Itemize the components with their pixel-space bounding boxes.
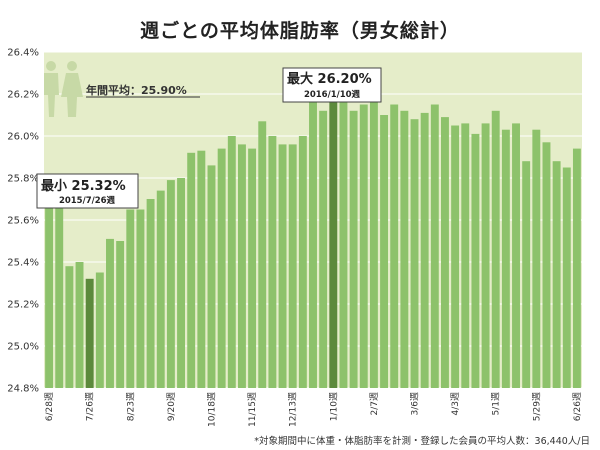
bar — [258, 121, 267, 389]
bar — [512, 123, 520, 389]
min-callout-box — [36, 173, 139, 209]
bar — [126, 209, 135, 388]
bar — [410, 119, 419, 388]
y-tick-label: 24.8% — [7, 384, 39, 395]
bar — [542, 142, 551, 388]
bar — [45, 205, 54, 388]
bar — [278, 144, 287, 388]
x-tick-label: 1/10週 — [328, 392, 339, 421]
male-female-people-icon — [44, 61, 83, 117]
x-tick-label: 4/3週 — [450, 392, 461, 416]
x-tick-label: 8/23週 — [125, 392, 136, 421]
bar — [248, 148, 257, 388]
bar — [187, 152, 196, 388]
bar — [207, 165, 216, 388]
bar — [369, 100, 378, 389]
max-callout-date: 2016/1/10週 — [304, 90, 361, 100]
bar — [430, 104, 439, 388]
bar — [177, 178, 185, 388]
bars — [45, 94, 581, 389]
bar — [268, 136, 277, 388]
min-callout-date: 2015/7/26週 — [59, 196, 116, 206]
bar — [349, 110, 358, 389]
bar — [166, 180, 175, 388]
bar — [461, 123, 470, 389]
bar — [451, 125, 460, 388]
bar — [501, 129, 510, 388]
min-callout-title: 最小 25.32% — [41, 179, 126, 194]
max-callout-title: 最大 26.20% — [287, 71, 372, 87]
bar — [146, 199, 155, 388]
bar — [156, 190, 165, 388]
bar — [339, 100, 348, 389]
y-tick-label: 25.6% — [7, 216, 39, 227]
bar — [471, 133, 480, 388]
bar — [95, 272, 104, 388]
x-tick-label: 3/6週 — [410, 392, 421, 416]
x-tick-label: 6/26週 — [572, 392, 583, 421]
bar — [491, 110, 500, 389]
footnote: *対象期間中に体重・体脂肪率を計測・登録した会員の平均人数：36,440人/日 — [254, 436, 590, 447]
x-tick-label: 5/29週 — [531, 392, 542, 421]
bar — [227, 136, 236, 388]
y-tick-label: 25.8% — [7, 174, 39, 185]
bar — [522, 161, 531, 388]
y-tick-label: 26.4% — [7, 48, 39, 59]
bar — [390, 104, 399, 388]
bar — [572, 148, 581, 388]
bar — [441, 117, 449, 388]
x-tick-label: 6/28週 — [44, 392, 55, 421]
x-tick-label: 2/7週 — [369, 392, 380, 416]
y-tick-label: 26.0% — [7, 132, 39, 143]
x-tick-label: 7/26週 — [85, 392, 96, 421]
y-tick-label: 26.2% — [7, 90, 39, 101]
bar — [359, 104, 368, 388]
bar — [55, 205, 64, 388]
bar — [420, 112, 429, 389]
bar — [552, 161, 561, 388]
bar — [298, 136, 307, 388]
y-tick-label: 25.4% — [7, 258, 39, 269]
bar — [400, 110, 409, 389]
highlight-bar — [85, 278, 94, 388]
bar — [106, 238, 114, 388]
x-tick-label: 5/1週 — [491, 392, 502, 416]
x-tick-label: 11/15週 — [247, 392, 258, 427]
bar — [319, 110, 328, 389]
y-tick-label: 25.2% — [7, 300, 39, 311]
bar — [532, 129, 541, 388]
bar — [309, 96, 317, 388]
bar — [116, 241, 125, 388]
bar — [217, 148, 226, 388]
bar — [65, 266, 74, 388]
bar — [562, 167, 571, 388]
axes: 24.8% 25.0% 25.2% 25.4% 25.6% 25.8% 26.0% 26.2%… — [7, 48, 583, 427]
chart-title: 週ごとの平均体脂肪率（男女総計） — [140, 20, 460, 42]
bar — [481, 123, 490, 389]
bar — [380, 115, 389, 388]
max-callout-box — [282, 67, 382, 103]
x-tick-label: 12/13週 — [288, 392, 299, 427]
y-tick-label: 25.0% — [7, 342, 39, 353]
bar — [288, 144, 297, 388]
x-tick-label: 10/18週 — [206, 392, 217, 427]
bar — [197, 150, 206, 388]
highlight-bar — [329, 94, 338, 388]
bar — [136, 209, 145, 388]
bar — [237, 144, 246, 388]
bar — [75, 262, 84, 388]
average-label: 年間平均：25.90% — [86, 83, 187, 97]
x-tick-label: 9/20週 — [166, 392, 177, 421]
